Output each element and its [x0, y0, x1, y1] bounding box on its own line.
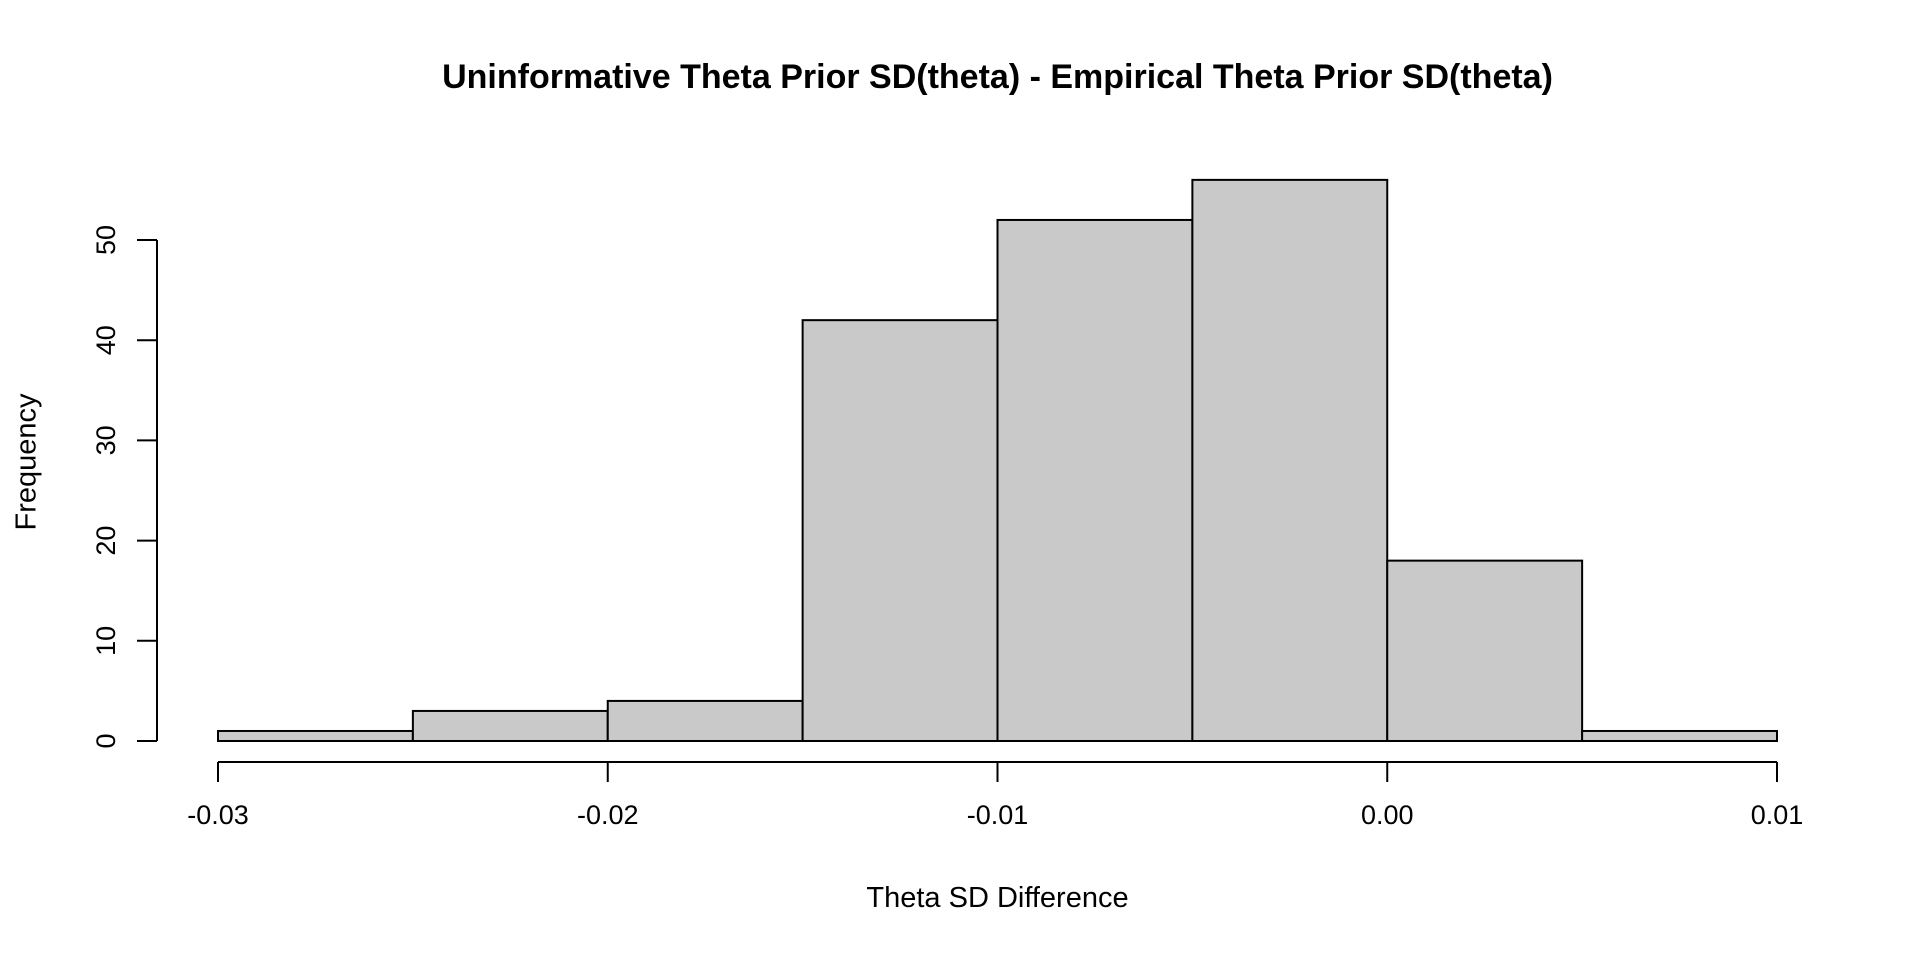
histogram-bar	[606, 699, 804, 742]
x-axis-tick-label: 0.00	[1361, 800, 1414, 830]
x-axis-tick-label: 0.01	[1751, 800, 1804, 830]
chart-title: Uninformative Theta Prior SD(theta) - Em…	[442, 58, 1553, 96]
x-axis-tick-label: -0.02	[577, 800, 639, 830]
histogram-bar	[217, 729, 414, 742]
x-axis-title: Theta SD Difference	[866, 882, 1129, 914]
y-axis-tick-label: 0	[91, 733, 121, 748]
y-axis-tick-label: 40	[91, 325, 121, 355]
histogram-bar	[801, 319, 999, 742]
histogram-bar	[1191, 178, 1389, 742]
y-axis-tick-label: 30	[91, 425, 121, 455]
y-axis-tick-label: 50	[91, 225, 121, 255]
x-axis-tick-label: -0.01	[967, 800, 1029, 830]
y-axis-title: Frequency	[10, 393, 43, 531]
y-axis-tick-label: 10	[91, 626, 121, 656]
histogram-bar	[411, 709, 609, 743]
x-axis-tick-label: -0.03	[187, 800, 249, 830]
histogram-bar	[1386, 559, 1584, 743]
histogram-bar	[996, 218, 1194, 742]
y-axis-tick-label: 20	[91, 526, 121, 556]
histogram-bar	[1581, 729, 1778, 742]
